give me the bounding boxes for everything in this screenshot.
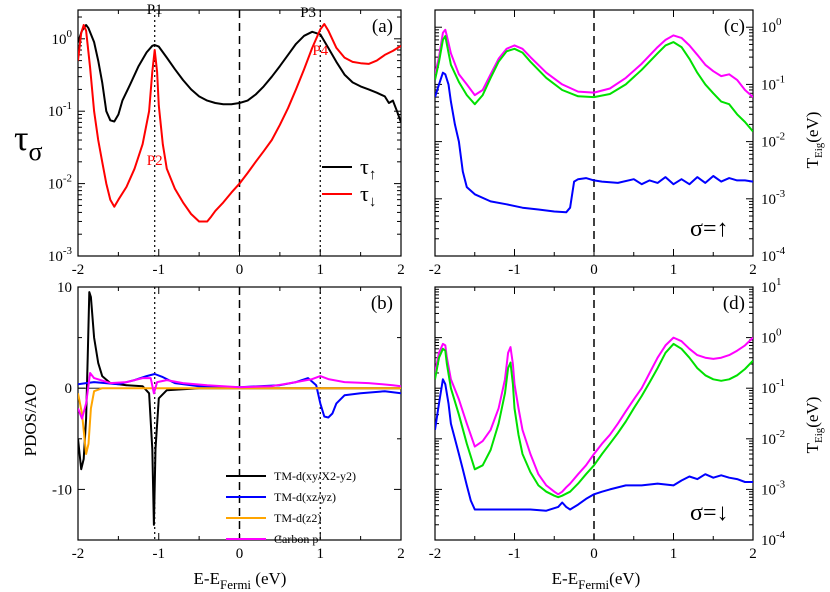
point-label-p3: P3 (300, 5, 316, 21)
x-tick-label-c: 0 (590, 262, 598, 278)
x-tick-label-d: 0 (590, 546, 598, 562)
x-tick-label-d: 1 (670, 546, 678, 562)
legend-label-orange: TM-d(z2) (274, 511, 321, 525)
x-tick-label-b: 0 (236, 546, 244, 562)
series-line-blue (435, 378, 753, 512)
panel-label-c: (c) (724, 16, 745, 37)
series-line-magenta (435, 336, 753, 496)
y-tick-label-d: 101 (761, 276, 782, 296)
x-tick-label-c: -2 (429, 262, 442, 278)
panel-b: -2 -1 0 1 2100-10(b)TM-d(xy/X2-y2)TM-d(xz/yz… (52, 280, 405, 562)
y-tick-label-b: -10 (52, 482, 72, 498)
y-tick-label-c: 10-3 (761, 188, 786, 208)
sigma-up-label: σ=↑ (690, 216, 728, 242)
y-tick-label-a: 10-2 (48, 173, 72, 193)
x-tick-label-b: 2 (397, 546, 405, 562)
x-tick-label-c: 1 (670, 262, 678, 278)
panel-label-d: (d) (723, 293, 745, 314)
series-line-carbon-p (78, 372, 401, 420)
sigma-down-label: σ=↓ (690, 500, 728, 526)
legend-label-blue: TM-d(xz/yz) (274, 490, 336, 504)
y-tick-label-d: 10-1 (761, 377, 785, 397)
point-label-p1: P1 (147, 2, 163, 18)
x-tick-label-c: 2 (749, 262, 757, 278)
pdos-ylabel: PDOS/AO (21, 384, 40, 457)
y-tick-label-d: 10-4 (761, 529, 786, 549)
x-tick-label-d: 2 (749, 546, 757, 562)
legend-label-magenta: Carbon p (274, 532, 318, 546)
y-tick-label-a: 10-3 (48, 245, 73, 265)
series-line-green (435, 342, 753, 499)
x-tick-label-a: 0 (236, 262, 244, 278)
series-line-magenta (435, 28, 753, 98)
tau-sigma-ylabel: τσ (14, 118, 42, 166)
teig-ylabel-d: TEig(eV) (803, 397, 825, 454)
y-tick-label-b: 0 (65, 381, 73, 397)
point-label-p2: P2 (147, 153, 163, 169)
panel-label-a: (a) (372, 16, 393, 37)
legend-label-black: τ↑ (360, 154, 376, 183)
legend-label-black: TM-d(xy/X2-y2) (274, 469, 356, 483)
y-tick-label-c: 10-4 (761, 245, 786, 265)
x-tick-label-a: 1 (317, 262, 325, 278)
x-tick-label-b: -1 (153, 546, 166, 562)
x-tick-label-c: -1 (508, 262, 521, 278)
x-tick-label-b: 1 (317, 546, 325, 562)
panel-label-b: (b) (371, 293, 393, 314)
series-line-tau-down (78, 23, 401, 223)
x-tick-label-b: -2 (72, 546, 85, 562)
panel-a: -2 -1 0 1 2 100 10-1 10-2 10-3 (a) P1 P2 P3 P4 τ↑τ↓ (48, 2, 405, 278)
x-tick-label-d: -2 (429, 546, 442, 562)
x-tick-label-a: 2 (397, 262, 405, 278)
x-tick-label-d: -1 (508, 546, 521, 562)
y-tick-label-d: 10-3 (761, 478, 786, 498)
series-line-tm-d-z2- (78, 387, 401, 455)
teig-ylabel-c: TEig(eV) (803, 112, 825, 169)
x-tick-label-a: -1 (153, 262, 166, 278)
point-label-p4: P4 (312, 43, 328, 59)
y-tick-label-c: 10-2 (761, 131, 785, 151)
y-tick-label-a: 100 (52, 28, 73, 48)
series-line-blue (435, 71, 753, 214)
y-tick-label-d: 100 (761, 327, 782, 347)
x-tick-label-a: -2 (72, 262, 85, 278)
legend-label-red: τ↓ (360, 181, 376, 210)
y-tick-label-c: 100 (761, 16, 782, 36)
panel-c: -2 -1 0 1 2 100 10-1 10-2 10-3 10-4 (c) (429, 9, 786, 278)
y-tick-label-a: 10-1 (48, 100, 72, 120)
series-line-green (435, 35, 753, 133)
panel-d: -2 -1 0 1 2 101 100 10-1 10-2 10-3 10-4 (d) (429, 276, 786, 562)
xlabel-right: E-EFermi(eV) (552, 569, 641, 592)
y-tick-label-b: 10 (57, 280, 72, 296)
y-tick-label-c: 10-1 (761, 73, 785, 93)
series-line-tau-up (78, 24, 401, 123)
y-tick-label-d: 10-2 (761, 428, 785, 448)
xlabel-left: E-EFermi (eV) (194, 569, 287, 592)
